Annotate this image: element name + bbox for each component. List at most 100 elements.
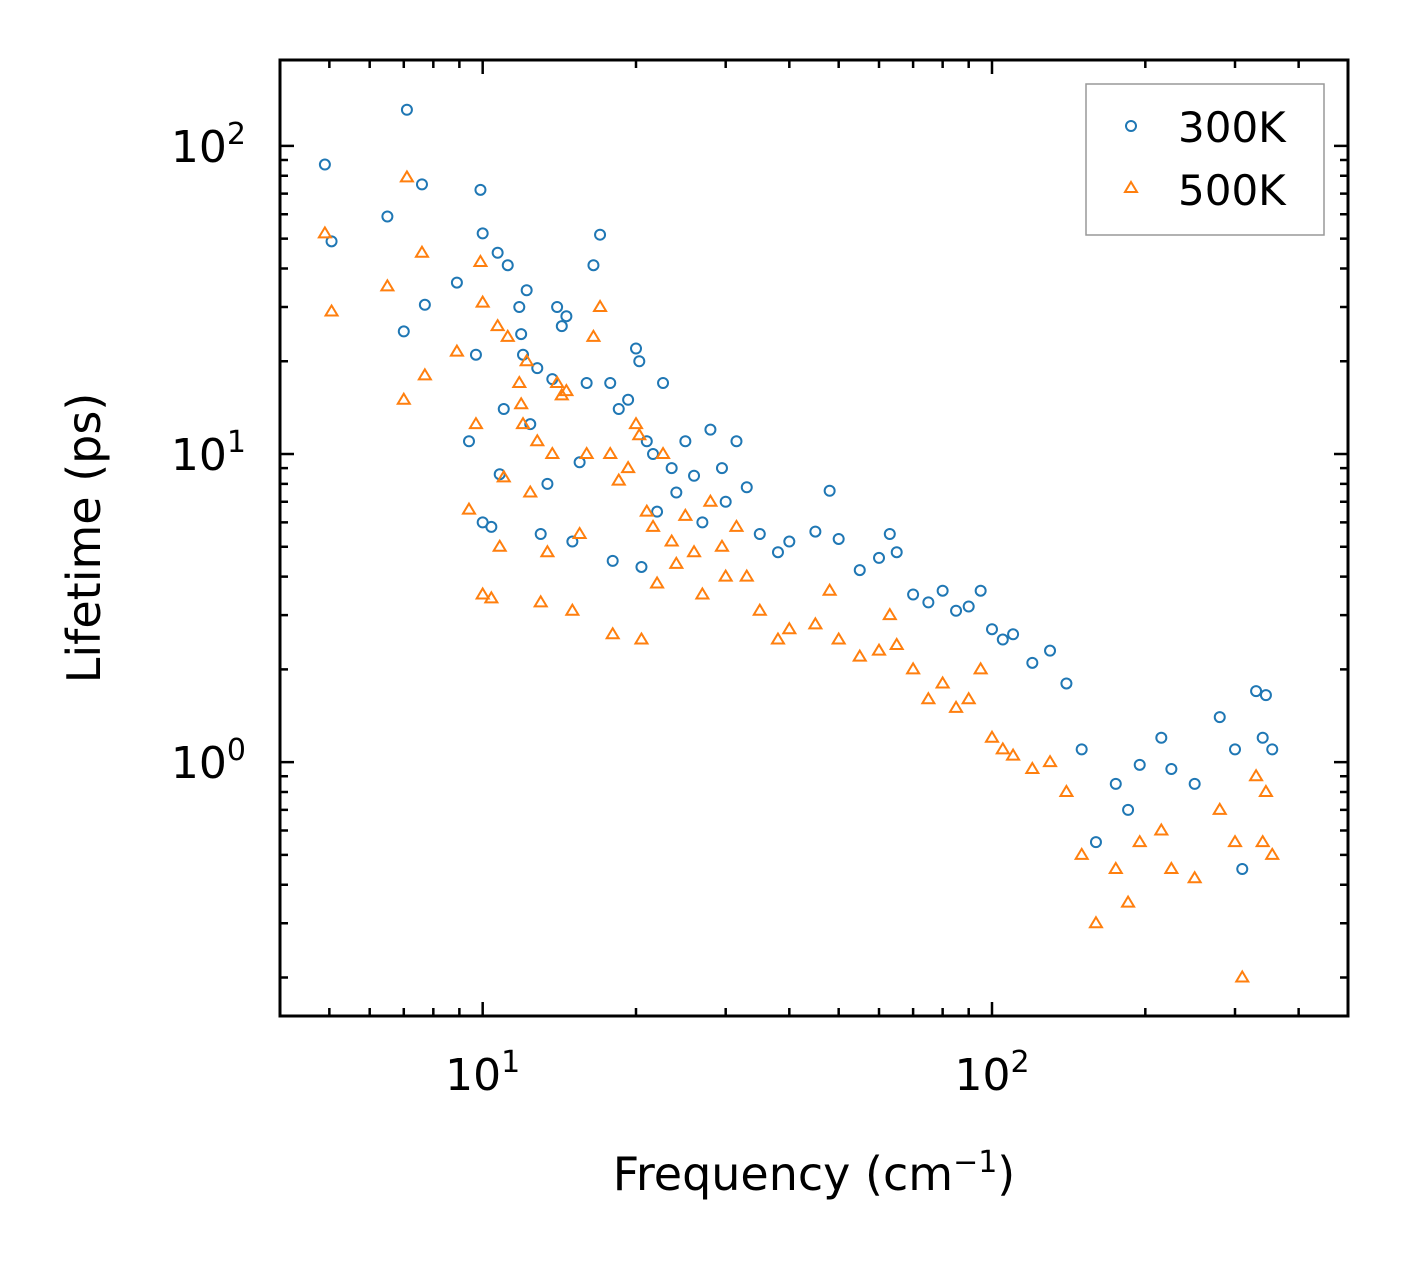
data-point-300k — [873, 551, 886, 564]
data-point-300k — [450, 276, 463, 289]
data-point-300k — [996, 633, 1009, 646]
data-point-300k — [1213, 711, 1226, 724]
data-point-500k — [544, 446, 561, 460]
data-point-300k — [1044, 644, 1057, 657]
data-point-300k — [936, 584, 949, 597]
data-point-500k — [1211, 801, 1228, 815]
data-point-300k — [688, 469, 701, 482]
data-point-300k — [950, 604, 963, 617]
data-point-500k — [686, 544, 702, 558]
data-point-300k — [657, 377, 670, 390]
data-point-300k — [670, 486, 683, 499]
data-point-500k — [571, 526, 588, 540]
data-point-500k — [515, 416, 531, 430]
data-point-300k — [491, 246, 504, 259]
data-point-500k — [821, 582, 838, 596]
data-point-500k — [578, 446, 595, 460]
data-point-300k — [469, 348, 482, 361]
data-point-500k — [610, 472, 627, 486]
data-point-500k — [714, 538, 730, 552]
data-point-500k — [668, 555, 685, 569]
data-point-300k — [1266, 743, 1279, 756]
data-point-300k — [515, 328, 528, 341]
data-point-300k — [534, 528, 547, 541]
data-point-300k — [1188, 777, 1201, 790]
data-point-300k — [612, 402, 625, 415]
data-point-500k — [474, 294, 491, 308]
data-point-300k — [513, 301, 526, 314]
data-point-300k — [719, 495, 732, 508]
data-point-300k — [560, 310, 573, 323]
data-point-300k — [704, 423, 717, 436]
data-point-500k — [770, 631, 786, 645]
data-point-500k — [655, 446, 671, 460]
data-point-500k — [522, 484, 539, 498]
series-500k — [317, 169, 1281, 983]
data-point-500k — [499, 328, 516, 342]
data-point-300k — [679, 435, 692, 448]
data-point-300k — [573, 456, 586, 469]
data-point-300k — [1007, 628, 1020, 641]
data-point-300k — [1060, 677, 1073, 690]
data-point-500k — [948, 699, 964, 713]
data-point-300k — [783, 535, 796, 548]
data-point-300k — [415, 178, 428, 191]
data-point-300k — [1259, 689, 1272, 702]
legend-box — [1085, 83, 1325, 236]
data-point-300k — [1089, 836, 1102, 849]
data-point-500k — [934, 675, 951, 689]
data-point-500k — [317, 225, 333, 239]
data-point-500k — [1234, 969, 1251, 983]
data-point-500k — [1258, 784, 1274, 797]
data-point-300k — [566, 535, 579, 548]
data-point-500k — [781, 621, 798, 635]
data-point-300k — [922, 596, 935, 609]
data-point-500k — [604, 626, 621, 640]
data-point-300k — [606, 554, 619, 567]
data-point-500k — [752, 602, 768, 616]
data-point-300k — [541, 477, 554, 490]
data-point-500k — [495, 469, 512, 483]
data-point-300k — [555, 320, 568, 333]
data-point-500k — [1131, 834, 1148, 848]
data-point-500k — [677, 507, 694, 521]
data-point-500k — [379, 278, 396, 292]
data-point-500k — [585, 328, 602, 342]
y-axis-label: Lifetime (ps) — [57, 393, 111, 684]
data-point-500k — [592, 299, 608, 313]
legend-marker-300k — [1125, 120, 1137, 132]
data-point-500k — [728, 518, 745, 532]
data-point-300k — [1229, 743, 1242, 756]
data-point-300k — [594, 228, 607, 241]
data-point-300k — [1256, 731, 1269, 744]
data-point-500k — [717, 568, 734, 582]
data-point-300k — [1122, 803, 1135, 816]
data-point-300k — [1155, 731, 1168, 744]
data-point-500k — [882, 607, 898, 621]
data-point-500k — [1254, 834, 1271, 848]
data-point-500k — [920, 691, 937, 705]
data-point-300k — [823, 484, 836, 497]
data-point-300k — [907, 588, 920, 601]
data-point-300k — [633, 355, 646, 368]
data-point-300k — [580, 377, 593, 390]
data-point-500k — [1186, 870, 1203, 884]
data-point-300k — [771, 546, 784, 559]
data-point-300k — [418, 298, 431, 311]
y-tick-label: 102 — [171, 117, 246, 173]
data-point-500k — [905, 661, 921, 675]
legend: 300K 500K — [1085, 83, 1325, 236]
data-point-500k — [564, 602, 581, 616]
data-point-300k — [1133, 758, 1146, 771]
data-point-300k — [974, 584, 987, 597]
data-point-500k — [449, 343, 465, 357]
data-point-500k — [1073, 846, 1090, 860]
data-point-500k — [702, 493, 719, 507]
data-point-500k — [1120, 894, 1136, 908]
data-point-500k — [1042, 754, 1058, 768]
data-point-500k — [807, 616, 824, 630]
data-point-500k — [399, 169, 415, 183]
data-point-500k — [1088, 915, 1104, 929]
data-point-500k — [511, 375, 528, 389]
data-point-500k — [414, 244, 430, 258]
